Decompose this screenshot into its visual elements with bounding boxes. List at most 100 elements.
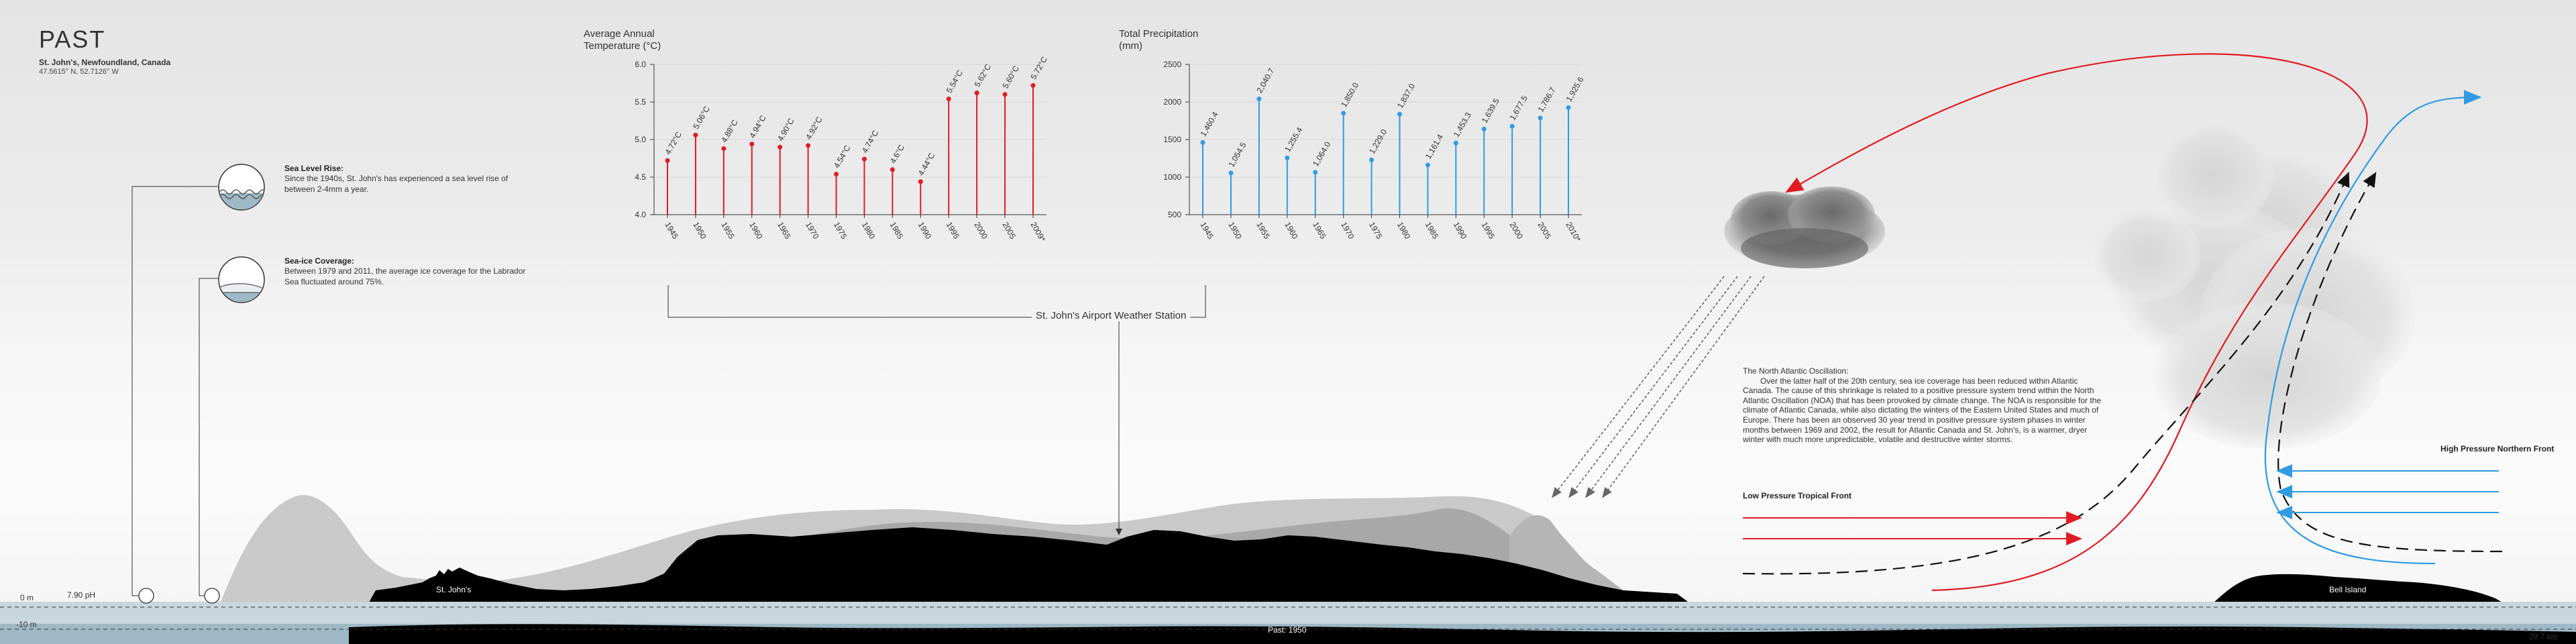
lollipop-point <box>749 142 755 147</box>
data-label: 4.90°C <box>775 117 796 143</box>
data-label: 5.60°C <box>1001 64 1022 90</box>
y-tick-label: 5.0 <box>635 135 646 144</box>
y-tick-label: 4.0 <box>635 210 646 219</box>
temperature-chart-title: Average Annual Temperature (°C) <box>584 28 661 52</box>
data-label: 1,925.6 <box>1564 75 1585 103</box>
x-tick-label: 1960 <box>1283 221 1300 241</box>
ph-label: 7.90 pH <box>67 590 96 600</box>
lollipop-point <box>1002 92 1008 97</box>
page-title: PAST <box>39 25 106 53</box>
x-tick-label: 1950 <box>691 221 708 241</box>
lollipop-point <box>1341 111 1346 116</box>
data-label: 4.74°C <box>860 128 881 154</box>
precipitation-title-line-1: Total Precipitation <box>1119 28 1199 40</box>
location-name: St. John's, Newfoundland, Canada <box>39 58 171 67</box>
x-tick-label: 1990 <box>916 221 934 241</box>
precipitation-title-line-2: (mm) <box>1119 40 1142 52</box>
x-tick-label: 1985 <box>1424 221 1441 241</box>
x-tick-label: 1985 <box>888 221 906 241</box>
x-tick-label: 2000 <box>973 221 990 241</box>
data-label: 1,850.0 <box>1339 80 1360 109</box>
lollipop-point <box>974 91 979 96</box>
lollipop-point <box>861 156 867 162</box>
bell-island-silhouette <box>2214 574 2502 602</box>
lollipop-point <box>777 144 783 150</box>
lollipop-point <box>1285 155 1290 160</box>
data-label: 4.72°C <box>663 130 684 156</box>
st-johns-label: St. John's <box>436 585 472 594</box>
data-label: 1,054.5 <box>1226 140 1248 168</box>
precipitation-chart: 500 1000 1500 2000 2500 1,460.4 1945 1,054.5 195… <box>1163 60 1585 244</box>
data-label: 1,064.0 <box>1311 140 1332 168</box>
rain-arrows <box>1552 276 1765 498</box>
lollipop-point <box>665 158 670 163</box>
x-tick-label: 2010* <box>1564 221 1582 244</box>
data-label: 4.54°C <box>832 144 853 170</box>
chart-axes: 4.0 4.5 5.0 5.5 6.0 <box>635 60 1046 219</box>
x-tick-label: 1945 <box>663 221 680 241</box>
data-label: 1,786.7 <box>1536 85 1558 113</box>
x-tick-label: 1975 <box>832 221 849 241</box>
data-label: 1,161.4 <box>1424 132 1445 160</box>
data-label: 5.06°C <box>691 105 712 131</box>
lollipop-point <box>1256 96 1262 101</box>
sea-level-leader <box>131 186 219 596</box>
data-label: 5.54°C <box>945 68 965 95</box>
x-tick-label: 1955 <box>719 221 737 241</box>
low-pressure-loop-arrow <box>1785 53 2368 592</box>
lollipop-point <box>1228 170 1234 176</box>
sea-level-icon <box>218 164 265 211</box>
lollipop-point <box>918 179 923 184</box>
sea-level-marker <box>138 588 154 604</box>
data-label: 4.92°C <box>804 115 824 141</box>
data-label: 2,040.7 <box>1254 66 1276 95</box>
lollipop-point <box>890 167 895 172</box>
x-tick-label: 1980 <box>860 221 877 241</box>
x-tick-label: 1970 <box>804 221 821 241</box>
x-tick-label: 1950 <box>1226 221 1244 241</box>
data-label: 1,677.5 <box>1508 94 1529 122</box>
y-tick-label: 6.0 <box>635 60 646 69</box>
temperature-title-line-2: Temperature (°C) <box>584 40 661 52</box>
era-label: Past: 1950 <box>1268 625 1307 635</box>
front-boundary-dashed <box>1742 171 2350 575</box>
x-tick-label: 1975 <box>1367 221 1385 241</box>
distance-label: 29.7 km <box>2529 632 2558 641</box>
sea-ice-icon <box>218 256 265 303</box>
lollipop-point <box>693 132 698 138</box>
lollipop-point <box>1481 126 1487 131</box>
sea-level-title: Sea Level Rise: <box>284 164 344 173</box>
high-pressure-loop-arrow <box>2264 90 2482 565</box>
chart-axes: 500 1000 1500 2000 2500 <box>1163 60 1582 219</box>
y-tick-label: 5.5 <box>635 97 646 107</box>
lollipop-point <box>1566 105 1571 110</box>
data-label: 5.62°C <box>973 62 994 89</box>
seabed <box>349 624 2576 644</box>
lollipop-point <box>1509 123 1515 129</box>
data-label: 5.72°C <box>1028 55 1049 81</box>
lollipop-point <box>1397 111 1402 117</box>
lollipop-point <box>1453 140 1458 146</box>
lollipop-point <box>1200 140 1205 145</box>
y-tick-label: 1000 <box>1163 172 1181 182</box>
lollipop-point <box>1313 170 1318 175</box>
y-tick-label: 500 <box>1168 210 1181 219</box>
sea-ice-text: Between 1979 and 2011, the average ice c… <box>284 266 526 286</box>
lollipop-point <box>946 97 951 102</box>
sea-level-text: Since the 1940s, St. John's has experien… <box>284 174 508 194</box>
low-pressure-front-label: Low Pressure Tropical Front <box>1743 491 1852 500</box>
x-tick-label: 2005 <box>1000 221 1018 241</box>
x-tick-label: 1955 <box>1254 221 1272 241</box>
lollipop-point <box>834 172 839 177</box>
sea-ice-leader <box>199 278 219 596</box>
rain-cloud <box>1724 186 1885 268</box>
x-tick-label: 2009* <box>1028 221 1047 244</box>
location-coordinates: 47.5615° N, 52.7126° W <box>39 68 119 76</box>
sea-ice-title: Sea-ice Coverage: <box>284 256 355 266</box>
sea-level-block: Sea Level Rise: Since the 1940s, St. Joh… <box>284 164 539 195</box>
data-label: 1,453.3 <box>1452 111 1473 139</box>
y-tick-label: 2500 <box>1163 60 1181 69</box>
x-tick-label: 1965 <box>1311 221 1328 241</box>
x-tick-label: 1960 <box>747 221 765 241</box>
